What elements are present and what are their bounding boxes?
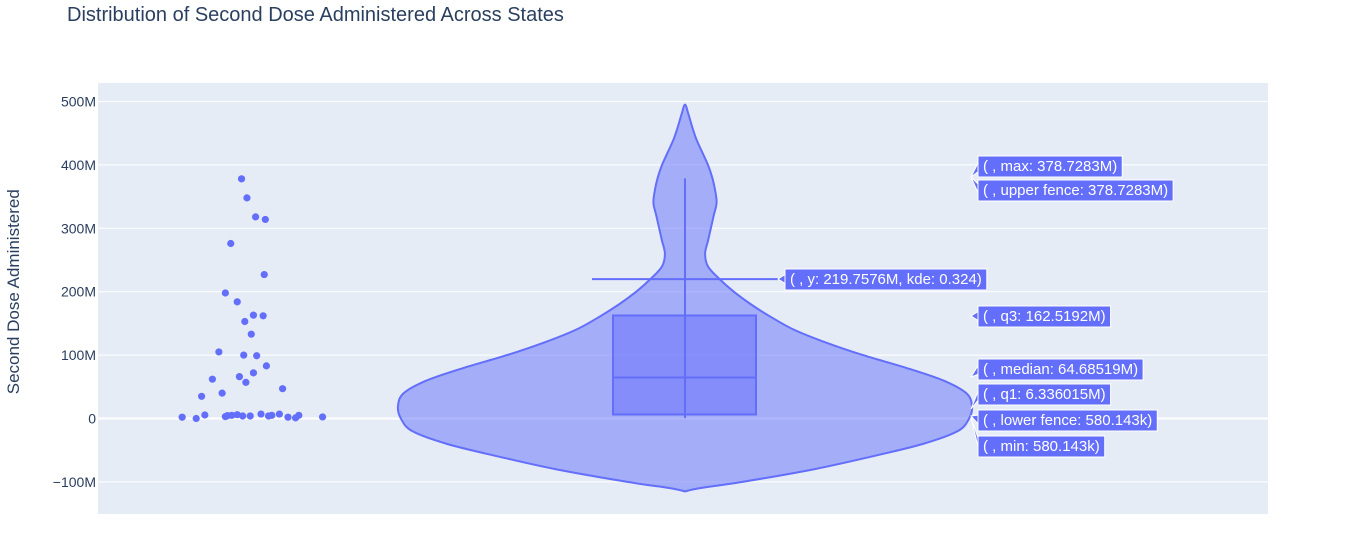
data-points (178, 175, 327, 423)
hover-label-box (977, 358, 1144, 381)
data-point (318, 413, 327, 421)
hover-label-box (977, 383, 1112, 406)
hover-label-upper-fence: ( , upper fence: 378.7283M) (970, 176, 1174, 202)
hover-label-lower-fence: ( , lower fence: 580.143k) (969, 409, 1158, 432)
data-point (295, 411, 303, 419)
data-point (275, 410, 283, 418)
hover-label-text: ( , q3: 162.5192M) (983, 308, 1106, 325)
data-point (249, 369, 258, 377)
y-tick-label: 0 (88, 411, 96, 427)
hover-label-box (977, 179, 1174, 202)
data-point (233, 411, 241, 419)
data-point (178, 413, 186, 421)
data-point (240, 351, 248, 359)
data-point (237, 175, 246, 183)
hover-labels: ( , max: 378.7283M) ( , upper fence: 378.… (777, 155, 1174, 458)
data-point (192, 414, 200, 423)
data-point (215, 348, 223, 356)
hover-label-text: ( , q1: 6.336015M) (983, 386, 1106, 403)
hover-label-box (977, 305, 1112, 328)
data-point (201, 411, 209, 419)
data-point (259, 312, 267, 320)
y-axis-title: Second Dose Administered (4, 189, 23, 394)
hover-label-box (977, 435, 1106, 458)
data-point (218, 389, 226, 397)
data-point (246, 412, 254, 420)
hover-label-text: ( , median: 64.68519M) (983, 361, 1138, 378)
hover-label-box (977, 155, 1123, 178)
data-point (241, 317, 249, 326)
y-tick-label: 300M (61, 220, 96, 236)
y-tick-label: −100M (53, 474, 96, 490)
hover-label-text: ( , min: 580.143k) (983, 438, 1100, 455)
hover-label-text: ( , upper fence: 378.7283M) (983, 182, 1168, 199)
data-point (221, 289, 229, 297)
hover-label-kde: ( , y: 219.7576M, kde: 0.324) (777, 268, 988, 291)
chart-title: Distribution of Second Dose Administered… (67, 4, 564, 26)
data-point (249, 311, 258, 319)
hover-label-q1: ( , q1: 6.336015M) (970, 383, 1112, 410)
data-point (227, 239, 235, 248)
y-axis-ticks: 500M 400M 300M 200M 100M 0 −100M (53, 94, 96, 490)
hover-label-text: ( , lower fence: 580.143k) (983, 412, 1152, 429)
data-point (235, 373, 243, 381)
data-point (233, 298, 241, 306)
data-point (257, 410, 265, 418)
y-tick-label: 400M (61, 157, 96, 173)
data-point (243, 194, 251, 202)
data-point (208, 375, 216, 383)
data-point (242, 378, 250, 386)
hover-label-box (977, 409, 1158, 432)
data-point (239, 412, 247, 420)
data-point (268, 411, 276, 419)
data-point (284, 413, 292, 421)
data-point (247, 330, 255, 338)
box[interactable] (612, 314, 757, 416)
hover-label-text: ( , max: 378.7283M) (983, 158, 1117, 175)
violin-trace[interactable] (396, 103, 974, 493)
hover-label-median: ( , median: 64.68519M) (969, 358, 1144, 381)
data-point (223, 412, 232, 420)
data-point (260, 270, 268, 279)
hover-label-max: ( , max: 378.7283M) (970, 155, 1123, 178)
y-tick-label: 200M (61, 284, 96, 300)
data-point (262, 362, 270, 370)
y-tick-label: 500M (61, 94, 96, 110)
data-point (253, 352, 261, 360)
hover-label-min: ( , min: 580.143k) (970, 416, 1106, 458)
data-point (279, 385, 287, 393)
hover-label-box (784, 268, 988, 291)
hover-label-text: ( , y: 219.7576M, kde: 0.324) (790, 271, 982, 288)
y-tick-label: 100M (61, 347, 96, 363)
data-point (198, 392, 206, 400)
data-point (261, 215, 269, 224)
data-point (252, 213, 260, 221)
hover-label-q3: ( , q3: 162.5192M) (970, 305, 1112, 328)
